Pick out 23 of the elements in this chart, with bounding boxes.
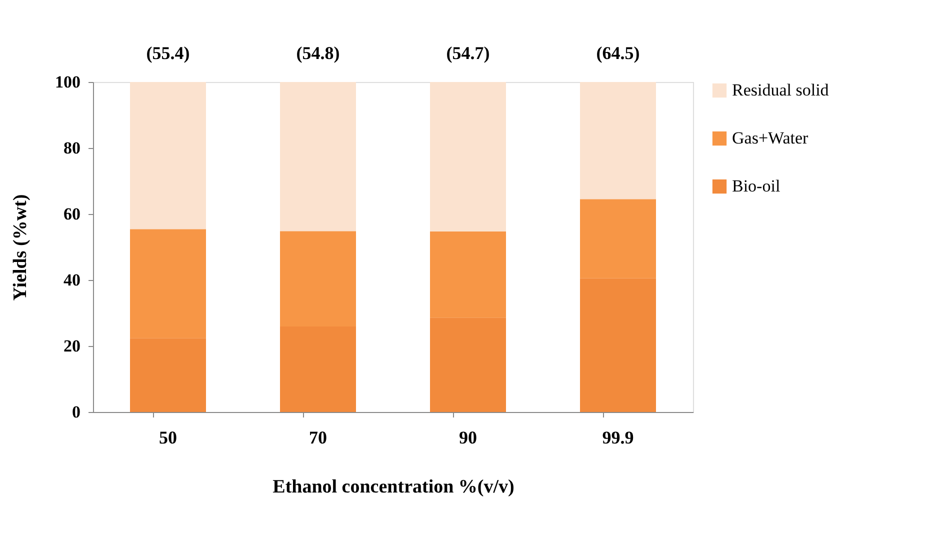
y-tick-label: 0 — [72, 402, 80, 422]
legend-label: Bio-oil — [732, 176, 780, 196]
y-axis-title: Yields (%wt) — [10, 194, 31, 301]
x-tick-label: 99.9 — [602, 428, 634, 448]
y-tick-label: 60 — [64, 204, 80, 224]
annotation: (54.8) — [296, 43, 340, 63]
legend-label: Residual solid — [732, 80, 830, 100]
annotation: (64.5) — [596, 43, 640, 63]
x-tick-label: 50 — [159, 428, 177, 448]
x-tick-label: 70 — [309, 428, 327, 448]
bar — [280, 82, 356, 232]
bar — [130, 82, 206, 230]
y-tick-label: 20 — [64, 336, 80, 356]
y-tick-label: 100 — [55, 72, 80, 92]
x-tick-label: 90 — [459, 428, 477, 448]
y-tick-label: 80 — [64, 138, 80, 158]
annotation: (54.7) — [446, 43, 490, 63]
legend-label: Gas+Water — [732, 128, 809, 148]
bar — [430, 82, 506, 232]
x-axis-title: Ethanol concentration %(v/v) — [272, 476, 514, 498]
annotation: (55.4) — [146, 43, 190, 63]
y-tick-label: 40 — [64, 270, 80, 290]
bar — [580, 82, 656, 200]
